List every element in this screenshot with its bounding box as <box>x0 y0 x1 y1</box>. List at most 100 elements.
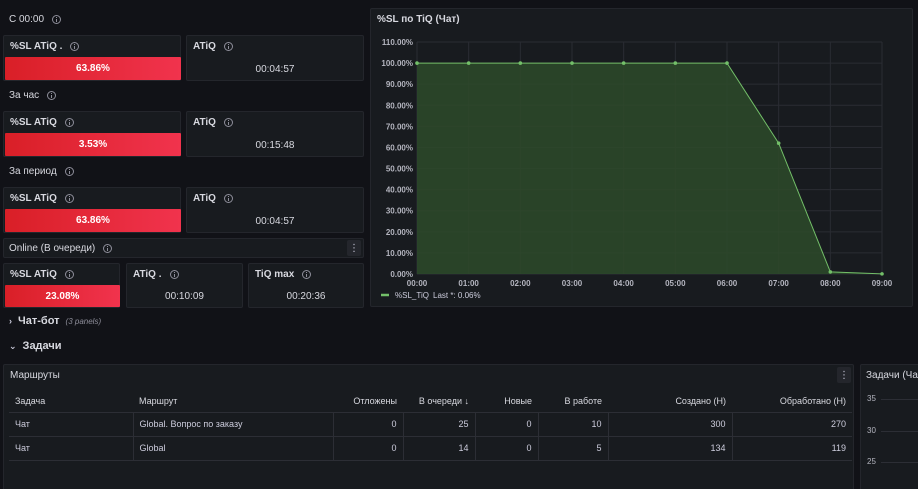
tasks-chat-side-panel: Задачи (Чат 35 30 25 <box>860 364 918 489</box>
y-tick-label: 80.00% <box>386 101 413 110</box>
y-tick-label: 90.00% <box>386 80 413 89</box>
panel-title: ATiQ <box>193 117 216 128</box>
row-chatbot-title-wrap: › Чат-бот (3 panels) <box>9 315 101 327</box>
panel-header: %SL ATiQ <box>10 269 74 280</box>
panel-header: ATiQ . <box>133 269 179 280</box>
info-icon[interactable] <box>47 91 57 100</box>
online-section-header: Online (В очереди) ⋮ <box>3 238 364 258</box>
info-icon[interactable] <box>64 270 74 279</box>
x-tick-label: 01:00 <box>458 279 479 288</box>
info-icon[interactable] <box>223 194 233 203</box>
routes-table: Задача Маршрут Отложены В очереди ↓ Новы… <box>9 390 852 461</box>
cell-route: Global. Вопрос по заказу <box>133 412 334 437</box>
panel-header: %SL ATiQ <box>10 193 74 204</box>
legend-stat: Last *: 0.06% <box>433 291 481 300</box>
x-tick-label: 09:00 <box>872 279 893 288</box>
section-last-hour: За час <box>9 90 57 101</box>
more-menu-icon[interactable]: ⋮ <box>347 240 361 256</box>
chevron-down-icon: ⌄ <box>9 341 17 351</box>
panel-header: %SL ATiQ . <box>10 41 80 52</box>
panel-header: ATiQ <box>193 117 233 128</box>
panel-header: %SL ATiQ <box>10 117 74 128</box>
panel-title: ATiQ . <box>133 269 162 280</box>
y-tick-label: 110.00% <box>382 38 413 47</box>
x-tick-label: 00:00 <box>407 279 428 288</box>
section-since-midnight: С 00:00 <box>9 14 62 25</box>
x-tick-label: 03:00 <box>562 279 583 288</box>
info-icon[interactable] <box>223 118 233 127</box>
col-header-created[interactable]: Создано (Н) <box>608 390 732 413</box>
cell-processed: 270 <box>732 412 852 437</box>
y-tick-label: 20.00% <box>386 228 413 237</box>
x-tick-label: 02:00 <box>510 279 531 288</box>
side-panel-title: Задачи (Чат <box>866 370 918 381</box>
x-tick-label: 05:00 <box>665 279 686 288</box>
x-tick-label: 06:00 <box>717 279 738 288</box>
atiq-value: 00:04:57 <box>255 64 295 75</box>
more-menu-glyph: ⋮ <box>349 242 359 254</box>
atiq-value: 00:15:48 <box>255 140 295 151</box>
info-icon[interactable] <box>223 42 233 51</box>
cell-new: 0 <box>475 412 539 437</box>
y-tick-label: 100.00% <box>381 59 413 68</box>
info-icon[interactable] <box>64 167 74 176</box>
info-icon[interactable] <box>70 42 80 51</box>
y-tick-label: 70.00% <box>386 122 413 131</box>
row-chatbot-panel-count: (3 panels) <box>65 317 102 326</box>
routes-panel-header: Маршруты <box>10 370 60 381</box>
sl-value: 63.86% <box>76 215 110 226</box>
col-header-processed[interactable]: Обработано (Н) <box>732 390 852 413</box>
panel-title: ATiQ <box>193 193 216 204</box>
info-icon[interactable] <box>64 118 74 127</box>
info-icon[interactable] <box>169 270 179 279</box>
panel-title: %SL ATiQ <box>10 269 57 280</box>
panel-header: TiQ max <box>255 269 312 280</box>
cell-deferred: 0 <box>333 412 404 437</box>
series-area <box>417 63 882 274</box>
side-tick: 30 <box>867 426 876 435</box>
info-icon[interactable] <box>52 15 62 24</box>
tiq-max-panel-online: TiQ max 00:20:36 <box>248 263 364 308</box>
col-header-in-queue[interactable]: В очереди ↓ <box>403 390 475 413</box>
cell-in-queue: 14 <box>403 436 476 461</box>
row-tasks-title-wrap: ⌄ Задачи <box>9 340 62 352</box>
row-chatbot[interactable]: › Чат-бот (3 panels) <box>0 313 918 331</box>
table-row: Чат Global 0 14 0 5 134 119 <box>9 436 852 461</box>
panel-title: %SL ATiQ . <box>10 41 63 52</box>
sl-value-bar: 63.86% <box>5 57 181 80</box>
cell-in-work: 10 <box>538 412 609 437</box>
sl-tiq-chart-panel: %SL по TiQ (Чат) 0.00% 10.00% 20.00% 30.00%… <box>370 8 913 307</box>
more-menu-icon[interactable]: ⋮ <box>837 367 851 383</box>
atiq-panel-today: ATiQ 00:04:57 <box>186 35 364 81</box>
data-point <box>466 61 471 65</box>
row-tasks[interactable]: ⌄ Задачи <box>0 338 918 356</box>
sl-value: 3.53% <box>78 139 108 150</box>
chart-title: %SL по TiQ (Чат) <box>377 14 460 25</box>
col-header-deferred[interactable]: Отложены <box>333 390 403 413</box>
series-line <box>417 62 883 275</box>
info-icon[interactable] <box>302 270 312 279</box>
sl-value: 23.08% <box>45 290 80 302</box>
side-panel-header: Задачи (Чат <box>866 370 918 381</box>
col-header-in-work[interactable]: В работе <box>538 390 608 413</box>
col-header-new[interactable]: Новые <box>475 390 538 413</box>
cell-processed: 119 <box>732 436 852 461</box>
chevron-right-icon: › <box>9 316 12 326</box>
info-icon[interactable] <box>103 244 113 253</box>
y-tick-label: 60.00% <box>386 143 413 152</box>
section-period: За период <box>9 166 74 177</box>
col-header-task[interactable]: Задача <box>9 390 133 413</box>
col-header-route[interactable]: Маршрут <box>133 390 333 413</box>
side-tick: 35 <box>867 394 876 403</box>
cell-in-work: 5 <box>538 436 609 461</box>
panel-header: ATiQ <box>193 193 233 204</box>
atiq-panel-hour: ATiQ 00:15:48 <box>186 111 364 157</box>
sl-atiq-panel-online: %SL ATiQ 23.08% <box>3 263 120 308</box>
gridline <box>881 399 918 400</box>
atiq-panel-period: ATiQ 00:04:57 <box>186 187 364 233</box>
routes-panel: Маршруты ⋮ Задача Маршрут Отложены В оче… <box>3 364 854 489</box>
sl-atiq-panel-period: %SL ATiQ 63.86% <box>3 187 181 233</box>
cell-deferred: 0 <box>333 436 404 461</box>
online-title: Online (В очереди) <box>9 243 96 254</box>
info-icon[interactable] <box>64 194 74 203</box>
